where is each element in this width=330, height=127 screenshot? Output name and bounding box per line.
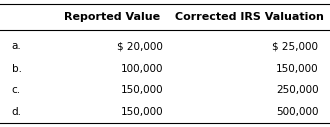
Text: b.: b. xyxy=(12,64,21,74)
Text: $ 25,000: $ 25,000 xyxy=(273,41,318,51)
Text: 150,000: 150,000 xyxy=(276,64,318,74)
Text: 150,000: 150,000 xyxy=(121,107,163,117)
Text: c.: c. xyxy=(12,85,21,95)
Text: 100,000: 100,000 xyxy=(121,64,163,74)
Text: a.: a. xyxy=(12,41,21,51)
Text: Corrected IRS Valuation: Corrected IRS Valuation xyxy=(175,12,324,22)
Text: Reported Value: Reported Value xyxy=(64,12,160,22)
Text: d.: d. xyxy=(12,107,21,117)
Text: 250,000: 250,000 xyxy=(276,85,318,95)
Text: 500,000: 500,000 xyxy=(276,107,318,117)
Text: 150,000: 150,000 xyxy=(121,85,163,95)
Text: $ 20,000: $ 20,000 xyxy=(117,41,163,51)
